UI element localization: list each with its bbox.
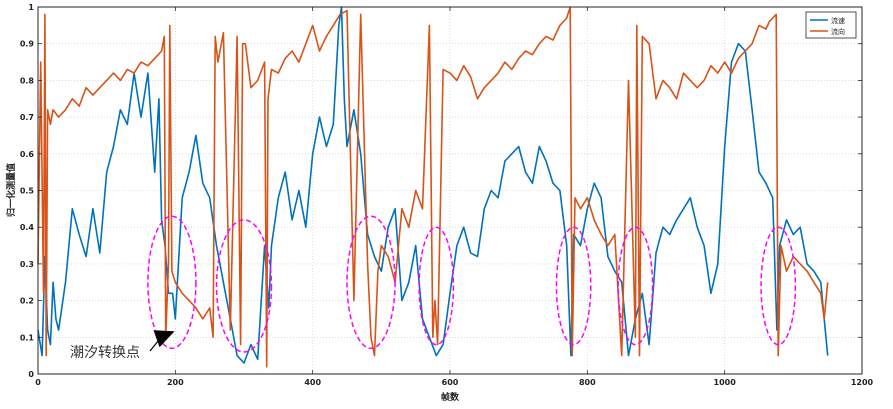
annotation-layer: 潮汐转换点 (70, 330, 175, 361)
x-axis-label: 帧数 (441, 391, 460, 403)
y-tick-label-5: 0.5 (20, 187, 35, 196)
x-tick-label-3: 600 (442, 378, 459, 387)
y-tick-label-8: 0.8 (20, 76, 35, 85)
highlight-ellipse-4 (418, 226, 455, 346)
y-axis-label: 归一化测量值 (5, 163, 17, 217)
annotation-arrow-head (153, 330, 175, 348)
x-tick-label-6: 1200 (851, 378, 874, 387)
grid (38, 7, 862, 374)
highlight-layer (147, 215, 797, 353)
y-tick-label-0: 0 (28, 370, 34, 379)
x-tick-label-1: 200 (167, 378, 184, 387)
highlight-ellipse-7 (760, 226, 797, 346)
legend-box (805, 11, 857, 39)
y-tick-label-9: 0.9 (20, 40, 35, 49)
y-tick-label-7: 0.7 (20, 113, 34, 122)
y-tick-label-6: 0.6 (20, 150, 35, 159)
legend-label-series2: 流向 (831, 27, 845, 36)
highlight-ellipse-1 (147, 215, 197, 350)
y-tick-label-1: 0.1 (20, 333, 35, 342)
x-tick-label-5: 1000 (714, 378, 737, 387)
legend: 流速 流向 (805, 11, 857, 39)
y-tick-label-10: 1 (28, 3, 34, 12)
annotation-text: 潮汐转换点 (70, 344, 140, 361)
series-line-1 (37, 6, 829, 364)
legend-label-series1: 流速 (831, 16, 845, 25)
highlight-ellipse-5 (555, 226, 592, 346)
highlight-ellipse-2 (215, 219, 273, 353)
y-tick-label-4: 0.4 (20, 223, 35, 232)
x-tick-label-0: 0 (35, 378, 41, 387)
series-layer (37, 6, 829, 368)
y-tick-label-3: 0.3 (20, 260, 34, 269)
highlight-ellipse-6 (617, 226, 654, 346)
y-tick-label-2: 0.2 (20, 297, 34, 306)
ticks: 0 200 400 600 800 1000 1200 0 0.1 0.2 0.3 0.4 0.5 0.6… (20, 3, 874, 387)
x-tick-label-2: 400 (304, 378, 321, 387)
x-tick-label-4: 800 (579, 378, 596, 387)
highlight-ellipse-3 (346, 215, 396, 350)
series-line-2 (37, 6, 829, 368)
